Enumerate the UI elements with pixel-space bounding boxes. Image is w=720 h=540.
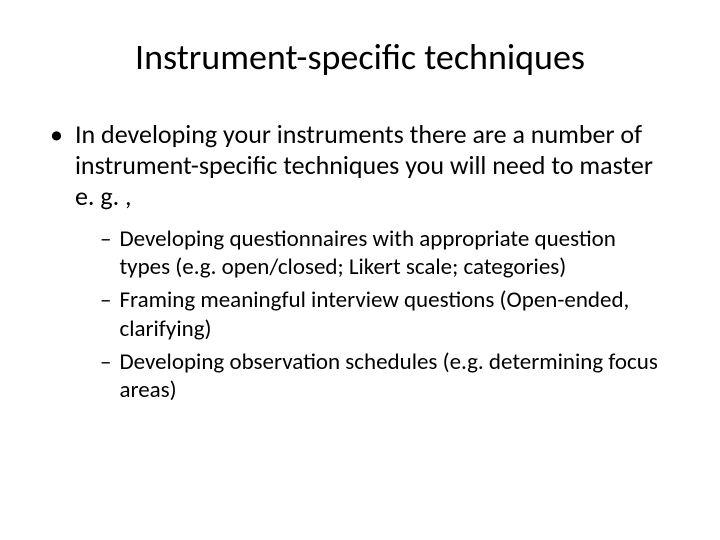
dash-marker: – [100,225,111,254]
sub-bullet-list: – Developing questionnaires with appropr… [100,225,670,406]
dash-marker: – [100,348,111,377]
main-bullet: • In developing your instruments there a… [50,119,670,213]
sub-bullet-text: Framing meaningful interview questions (… [119,286,670,344]
dash-marker: – [100,286,111,315]
slide-title: Instrument-specific techniques [50,35,670,79]
sub-bullet-item: – Developing observation schedules (e.g.… [100,348,670,406]
sub-bullet-text: Developing questionnaires with appropria… [119,225,670,283]
main-bullet-text: In developing your instruments there are… [75,119,670,213]
sub-bullet-item: – Developing questionnaires with appropr… [100,225,670,283]
sub-bullet-text: Developing observation schedules (e.g. d… [119,348,670,406]
bullet-marker: • [50,119,63,150]
sub-bullet-item: – Framing meaningful interview questions… [100,286,670,344]
